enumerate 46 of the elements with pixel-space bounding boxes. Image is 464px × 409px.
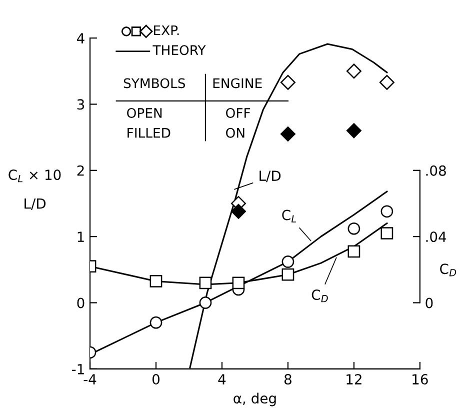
x-tick-label: 8 (284, 374, 292, 385)
point (282, 256, 294, 268)
x-tick-label: 0 (152, 374, 160, 385)
y-tick-label: 2 (77, 165, 84, 176)
point (380, 227, 394, 240)
x-tick-label: -4 (84, 374, 96, 384)
point (380, 205, 394, 218)
x-axis-title: α, deg (234, 392, 276, 406)
point (348, 222, 360, 235)
annotation: SYMBOLS (124, 78, 186, 88)
y2-tick-label: 0 (426, 298, 433, 308)
annotation: ON (226, 128, 244, 138)
text: C$_{L}$ × 10 L/D (8, 170, 61, 210)
text: EXP. (154, 25, 179, 36)
point (199, 296, 212, 309)
annotation: OFF (226, 108, 250, 118)
point (346, 64, 362, 79)
x-tick-label: 12 (346, 374, 362, 384)
annotation: THEORY (152, 45, 206, 56)
point (232, 276, 245, 290)
y-tick-label: -1 (72, 364, 84, 374)
point (150, 275, 162, 288)
point (282, 268, 294, 281)
annotation: L/D (260, 170, 281, 182)
annotation: C$_{D}$ (312, 290, 328, 302)
y2-tick-label: .08 (426, 165, 446, 176)
y-tick-label: 4 (76, 33, 84, 44)
x-tick-label: 4 (218, 374, 226, 384)
point (150, 316, 162, 329)
point (280, 74, 296, 90)
point (199, 276, 212, 290)
annotation: FILLED (128, 128, 170, 138)
y-tick-label: 0 (77, 298, 84, 308)
annotation: C$_{L}$ (282, 210, 296, 222)
x-tick-label: 16 (412, 374, 428, 385)
point (348, 245, 360, 258)
y2-tick-label: .04 (426, 232, 446, 242)
point (280, 126, 296, 142)
annotation: ENGINE (213, 78, 262, 88)
point (346, 123, 362, 138)
annotation: OPEN (127, 108, 162, 118)
point (379, 74, 394, 90)
point (230, 204, 246, 219)
y2-axis-title: C$_{D}$ (440, 264, 456, 276)
y-tick-label: 1 (78, 232, 84, 242)
y-tick-label: 3 (77, 99, 84, 110)
